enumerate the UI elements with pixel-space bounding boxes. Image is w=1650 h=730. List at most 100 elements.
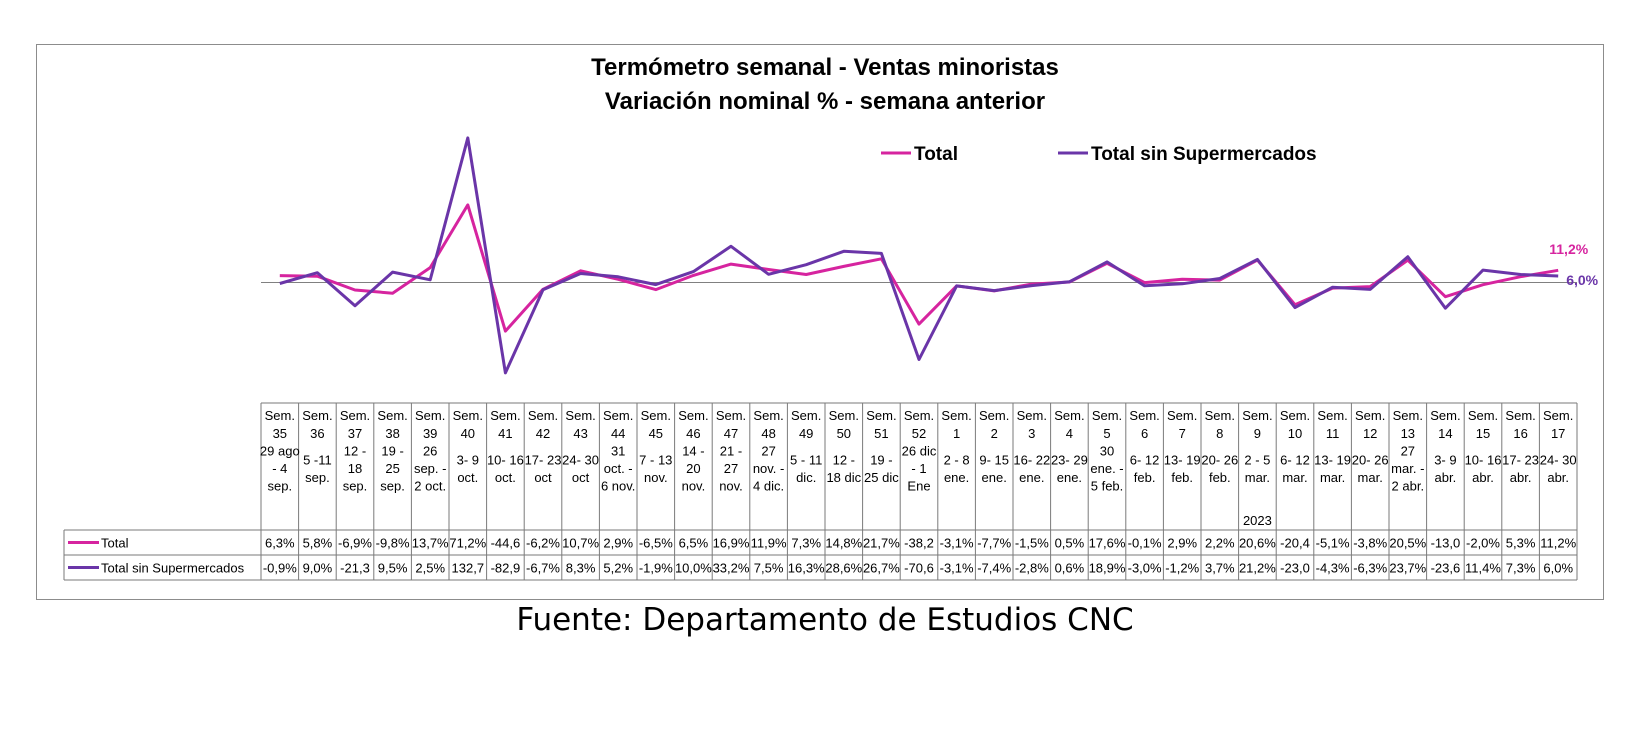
table-cell-value: -5,1% bbox=[1316, 536, 1350, 551]
table-cell-value: 14,8% bbox=[825, 536, 862, 551]
date-range-label: 26 sep. - 2 oct. bbox=[414, 444, 447, 494]
week-label-part: Sem. bbox=[1355, 408, 1385, 423]
table-cell-value: -3,0% bbox=[1128, 561, 1162, 576]
week-label-part: 47 bbox=[724, 426, 738, 441]
week-label: Sem. 9 bbox=[1242, 408, 1272, 441]
legend-label-sin-super: Total sin Supermercados bbox=[1091, 144, 1317, 165]
table-cell-value: 3,7% bbox=[1205, 561, 1235, 576]
table-cell-value: 2,9% bbox=[603, 536, 633, 551]
date-range-part: sep. bbox=[380, 479, 405, 494]
week-label-part: Sem. bbox=[1054, 408, 1084, 423]
week-label-part: Sem. bbox=[1317, 408, 1347, 423]
date-range-part: 12 - bbox=[833, 452, 855, 467]
date-range-part: mar. bbox=[1358, 470, 1383, 485]
date-range-label: 20- 26 mar. bbox=[1352, 452, 1389, 485]
date-range-label: 21 - 27 nov. bbox=[719, 444, 743, 494]
line-chart: 11,2% 6,0% Total Total sin Supermercados Sem… bbox=[63, 136, 1599, 581]
week-label: Sem. 39 bbox=[415, 408, 445, 441]
week-label: Sem. 2 bbox=[979, 408, 1009, 441]
date-range-part: nov. bbox=[644, 470, 668, 485]
week-label-part: 41 bbox=[498, 426, 512, 441]
table-cell-value: 9,5% bbox=[378, 561, 408, 576]
date-range-part: feb. bbox=[1134, 470, 1156, 485]
week-label: Sem. 7 bbox=[1167, 408, 1197, 441]
week-label: Sem. 43 bbox=[565, 408, 595, 441]
week-label-part: 40 bbox=[461, 426, 475, 441]
date-range-label: 14 - 20 nov. bbox=[682, 444, 706, 494]
week-label-part: 48 bbox=[761, 426, 775, 441]
week-label-part: 15 bbox=[1476, 426, 1490, 441]
date-range-part: nov. - bbox=[753, 461, 785, 476]
table-cell-value: 26,7% bbox=[863, 561, 900, 576]
table-cell-value: 132,7 bbox=[452, 561, 485, 576]
week-label: Sem. 5 bbox=[1092, 408, 1122, 441]
date-range-part: 2 - 8 bbox=[944, 452, 970, 467]
table-cell-value: -2,0% bbox=[1466, 536, 1500, 551]
week-label-part: Sem. bbox=[979, 408, 1009, 423]
week-label: Sem. 3 bbox=[1017, 408, 1047, 441]
date-range-part: 7 - 13 bbox=[639, 452, 672, 467]
week-label: Sem. 35 bbox=[265, 408, 295, 441]
week-label: Sem. 49 bbox=[791, 408, 821, 441]
table-cell-value: 11,9% bbox=[751, 536, 787, 551]
source-note: Fuente: Departamento de Estudios CNC bbox=[516, 602, 1134, 638]
week-label: Sem. 12 bbox=[1355, 408, 1385, 441]
week-label-part: 49 bbox=[799, 426, 813, 441]
table-cell-value: -6,2% bbox=[526, 536, 560, 551]
table-cell-value: -7,7% bbox=[977, 536, 1011, 551]
date-range-label: 27 mar. - 2 abr. bbox=[1391, 444, 1424, 494]
table-cell-value: 23,7% bbox=[1389, 561, 1426, 576]
table-cell-value: 10,0% bbox=[675, 561, 712, 576]
week-label-part: Sem. bbox=[1280, 408, 1310, 423]
week-label-part: Sem. bbox=[1430, 408, 1460, 423]
table-cell-value: -23,0 bbox=[1280, 561, 1310, 576]
table-cell-value: -0,1% bbox=[1128, 536, 1162, 551]
week-label: Sem. 17 bbox=[1543, 408, 1573, 441]
row-header-sin-super: Total sin Supermercados bbox=[101, 561, 245, 576]
date-range-part: mar. bbox=[1320, 470, 1345, 485]
week-label: Sem. 46 bbox=[678, 408, 708, 441]
table-cell-value: -82,9 bbox=[491, 561, 521, 576]
date-range-part: 18 dic bbox=[826, 470, 861, 485]
week-label: Sem. 41 bbox=[490, 408, 520, 441]
week-label-part: Sem. bbox=[1543, 408, 1573, 423]
week-label: Sem. 38 bbox=[377, 408, 407, 441]
week-label-part: 51 bbox=[874, 426, 888, 441]
table-cell-value: 20,6% bbox=[1239, 536, 1276, 551]
week-label-part: 12 bbox=[1363, 426, 1377, 441]
week-label: Sem. 50 bbox=[829, 408, 859, 441]
date-range-part: 5 feb. bbox=[1091, 479, 1124, 494]
week-label-part: Sem. bbox=[753, 408, 783, 423]
week-label-part: 16 bbox=[1513, 426, 1527, 441]
table-cell-value: 0,5% bbox=[1055, 536, 1085, 551]
table-cell-value: 0,6% bbox=[1055, 561, 1085, 576]
week-label-part: Sem. bbox=[791, 408, 821, 423]
week-label-part: 52 bbox=[912, 426, 926, 441]
table-cell-value: 16,3% bbox=[788, 561, 825, 576]
week-label: Sem. 8 bbox=[1205, 408, 1235, 441]
date-range-part: sep. bbox=[268, 479, 293, 494]
week-label-part: 6 bbox=[1141, 426, 1148, 441]
week-label-part: Sem. bbox=[528, 408, 558, 423]
date-range-part: sep. - bbox=[414, 461, 447, 476]
date-range-part: Ene bbox=[907, 479, 930, 494]
table-cell-value: 71,2% bbox=[449, 536, 486, 551]
table-cell-value: 16,9% bbox=[713, 536, 750, 551]
date-range-part: 6- 12 bbox=[1280, 452, 1310, 467]
series-line-total-sin-supermercados bbox=[279, 136, 1559, 375]
table-cell-value: 21,2% bbox=[1239, 561, 1276, 576]
table-cell-value: -23,6 bbox=[1431, 561, 1461, 576]
chart-frame bbox=[36, 44, 1604, 600]
week-label-part: Sem. bbox=[941, 408, 971, 423]
date-range-part: 26 dic bbox=[902, 444, 937, 459]
table-cell-value: 6,5% bbox=[679, 536, 709, 551]
table-cell-value: -3,1% bbox=[940, 536, 974, 551]
date-range-part: 17- 23 bbox=[1502, 452, 1539, 467]
date-range-label: 12 - 18 dic bbox=[826, 452, 861, 485]
table-cell-value: -7,4% bbox=[977, 561, 1011, 576]
week-label-part: Sem. bbox=[1129, 408, 1159, 423]
date-range-label: 27 nov. - 4 dic. bbox=[753, 444, 785, 494]
week-label-part: Sem. bbox=[678, 408, 708, 423]
table-cell-value: 8,3% bbox=[566, 561, 596, 576]
table-cell-value: 6,3% bbox=[265, 536, 295, 551]
